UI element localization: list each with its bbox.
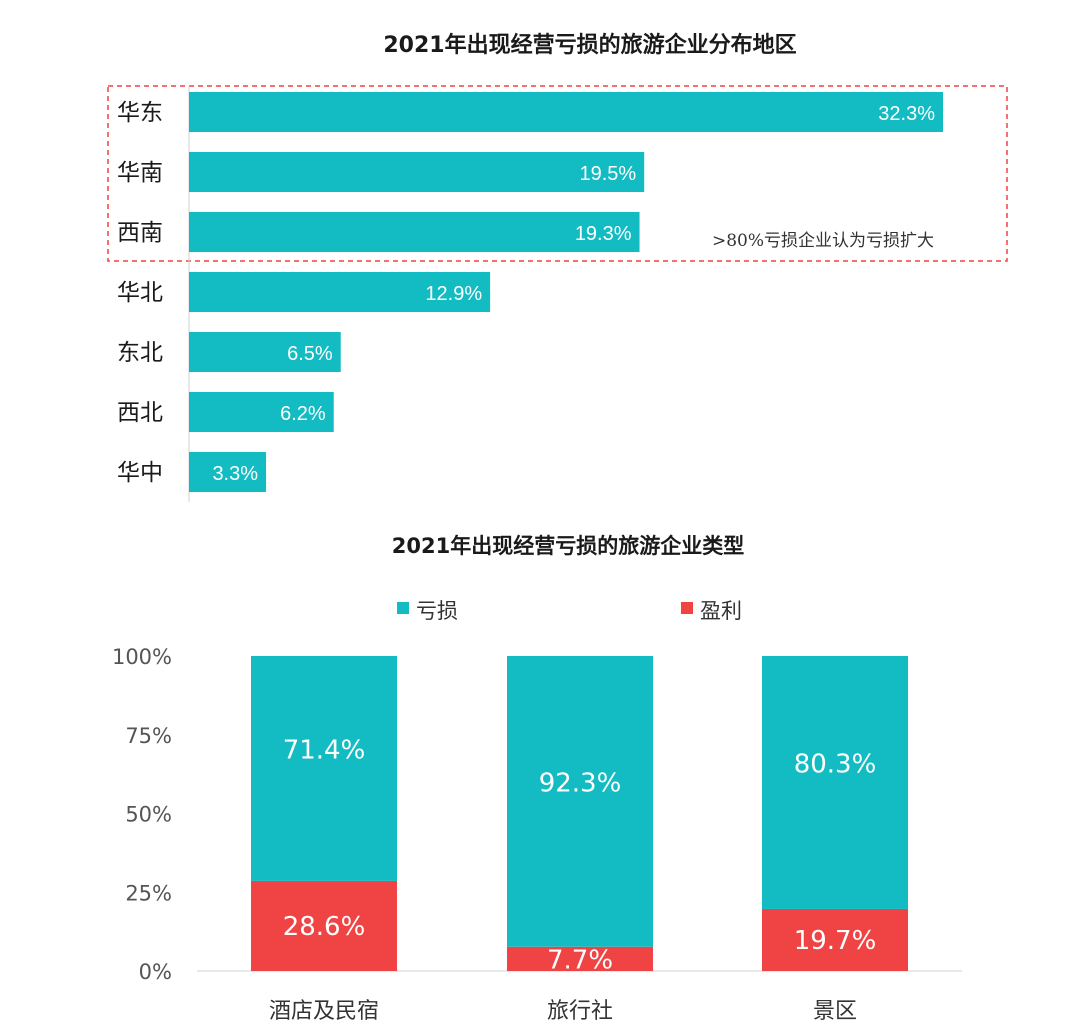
stacked-bar-segment [762,908,908,971]
legend-swatch-profit [681,602,693,614]
region-bar [189,152,645,192]
segment-value-label: 7.7% [547,946,613,976]
y-tick-label: 50% [125,803,172,827]
region-bar [189,272,491,312]
y-tick-label: 75% [125,724,172,748]
segment-value-label: 92.3% [539,768,622,798]
region-category-label: 华东 [117,100,163,126]
x-category-label: 旅行社 [547,999,613,1024]
region-category-label: 华中 [117,460,163,486]
region-bar [189,452,267,492]
type-bars: 28.6% 71.4% 7.7% 92.3% 19.7% 80.3% [251,656,908,976]
y-tick-label: 0% [139,960,172,984]
region-category-label: 华南 [117,160,163,186]
region-category-label: 东北 [117,340,163,366]
region-value-label: 19.5% [579,163,636,185]
legend-swatch-loss [397,602,409,614]
segment-value-label: 28.6% [283,912,366,942]
region-bar [189,212,640,252]
region-value-label: 6.5% [287,343,333,365]
region-bar [189,392,334,432]
region-bars: 华东 32.3% 华南 19.5% 西南 19.3% 华北 12.9% 东北 6.5% 西北 6.2%… [117,92,943,492]
region-category-label: 西南 [117,220,163,246]
region-value-label: 3.3% [212,463,258,485]
legend-label-profit: 盈利 [700,599,742,623]
region-chart: 2021年出现经营亏损的旅游企业分布地区 华东 32.3% 华南 19.5% 西南 19.… [107,32,1008,502]
stacked-bar-segment [251,880,397,971]
x-category-label: 酒店及民宿 [269,999,379,1024]
region-value-label: 12.9% [425,283,482,305]
y-tick-label: 100% [112,645,172,669]
segment-value-label: 80.3% [794,749,877,779]
region-annotation: >80%亏损企业认为亏损扩大 [712,231,934,251]
stacked-bar-segment [507,656,653,947]
segment-value-label: 19.7% [794,926,877,956]
type-chart-title: 2021年出现经营亏损的旅游企业类型 [392,534,744,558]
stacked-bar-segment [762,656,908,909]
x-axis-labels: 酒店及民宿 旅行社 景区 [269,999,857,1024]
region-chart-title: 2021年出现经营亏损的旅游企业分布地区 [383,32,796,58]
region-bar [189,332,341,372]
x-category-label: 景区 [813,999,857,1024]
region-value-label: 19.3% [575,223,632,245]
stacked-bar-segment [507,946,653,971]
y-tick-label: 25% [125,881,172,905]
region-value-label: 32.3% [878,103,935,125]
type-chart: 2021年出现经营亏损的旅游企业类型 亏损 盈利 0% 25% 50% 75% 100%… [112,534,962,1024]
legend: 亏损 盈利 [397,599,742,623]
y-axis-ticks: 0% 25% 50% 75% 100% [112,645,172,984]
segment-value-label: 71.4% [283,735,366,765]
region-value-label: 6.2% [280,403,326,425]
region-category-label: 华北 [117,280,163,306]
legend-label-loss: 亏损 [416,599,458,623]
region-bar [189,92,943,132]
region-category-label: 西北 [117,400,163,426]
stacked-bar-segment [251,656,397,881]
highlight-box [107,85,1008,262]
